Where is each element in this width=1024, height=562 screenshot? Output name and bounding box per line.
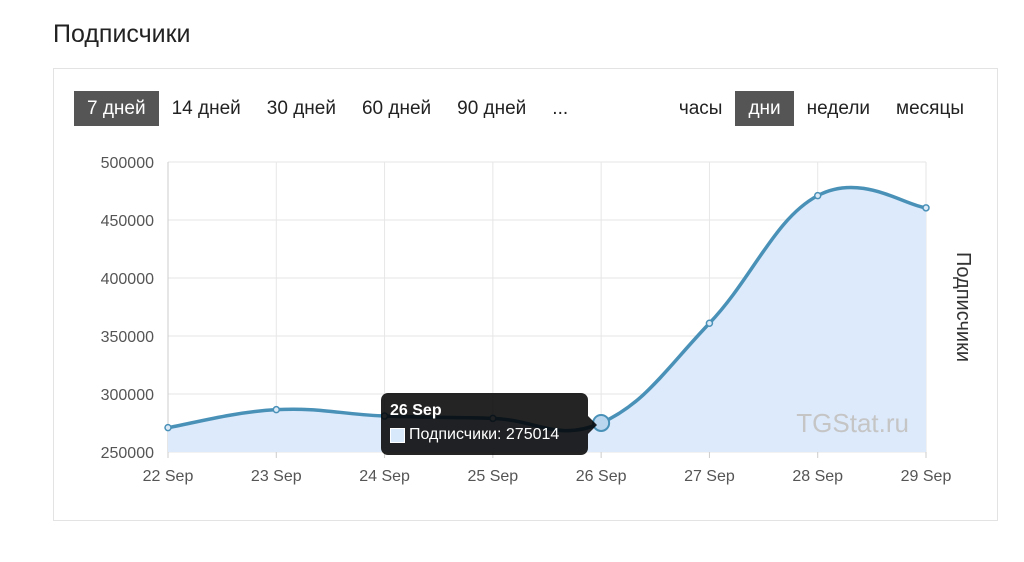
x-tick-label: 28 Sep	[792, 468, 843, 485]
y-tick-label: 500000	[101, 155, 154, 172]
chart-card: 7 дней 14 дней 30 дней 60 дней 90 дней .…	[53, 68, 998, 521]
watermark-text: TGStat.ru	[796, 408, 909, 438]
range-tab-90-days[interactable]: 90 дней	[457, 98, 527, 119]
tooltip-title: 26 Sep	[390, 402, 442, 419]
range-tab-14-days[interactable]: 14 дней	[171, 98, 241, 119]
data-point	[922, 204, 930, 212]
tooltip-row: Подписчики: 275014	[390, 424, 579, 446]
range-tab-30-days[interactable]: 30 дней	[266, 98, 336, 119]
unit-tab-weeks[interactable]: недели	[806, 98, 871, 119]
chart-tooltip: 26 Sep Подписчики: 275014	[381, 393, 597, 455]
y-tick-label: 300000	[101, 387, 154, 404]
range-tab-more[interactable]: ...	[552, 98, 569, 119]
unit-tab-days[interactable]: дни	[735, 91, 794, 126]
x-tick-label: 24 Sep	[359, 468, 410, 485]
data-point	[813, 191, 822, 200]
x-tick-label: 29 Sep	[901, 468, 952, 485]
unit-selector: часы дни недели месяцы	[666, 91, 977, 126]
tooltip-value: Подписчики: 275014	[409, 426, 560, 443]
y-tick-label: 400000	[101, 271, 154, 288]
range-selector: 7 дней 14 дней 30 дней 60 дней 90 дней .…	[74, 91, 581, 126]
x-tick-label: 23 Sep	[251, 468, 302, 485]
data-point	[705, 319, 714, 327]
y-tick-label: 450000	[101, 213, 154, 230]
page-title: Подписчики	[53, 20, 191, 48]
x-tick-label: 27 Sep	[684, 468, 735, 485]
x-tick-label: 26 Sep	[576, 468, 627, 485]
y-tick-label: 350000	[101, 329, 154, 346]
unit-tab-months[interactable]: месяцы	[896, 98, 964, 119]
data-point	[164, 423, 172, 432]
series-area-fill	[168, 187, 926, 453]
unit-tab-hours[interactable]: часы	[678, 98, 723, 119]
x-tick-label: 22 Sep	[143, 468, 194, 485]
tooltip-legend-swatch	[390, 427, 405, 443]
data-point	[272, 405, 281, 414]
subscribers-chart: 250000 300000 350000 400000 450000 500000 22 S…	[101, 155, 974, 485]
x-tick-label: 25 Sep	[467, 468, 518, 485]
range-tab-7-days[interactable]: 7 дней	[74, 91, 159, 126]
range-tab-60-days[interactable]: 60 дней	[361, 98, 432, 119]
y-tick-label: 250000	[101, 445, 154, 462]
y-axis-title: Подписчики	[952, 252, 974, 362]
